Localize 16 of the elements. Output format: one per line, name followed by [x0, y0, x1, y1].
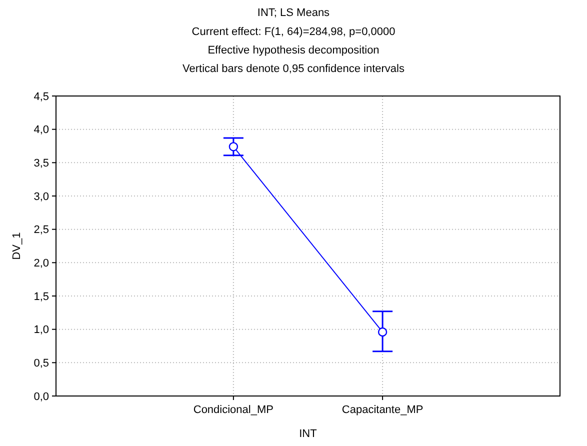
y-tick-label: 1,5 [34, 290, 49, 303]
x-axis-title: INT [299, 428, 318, 440]
y-tick-label: 0,0 [34, 390, 49, 403]
y-tick-label: 3,5 [34, 158, 49, 170]
y-tick-label: 1,0 [34, 324, 49, 336]
x-tick-label: Condicional_MP [193, 404, 274, 416]
y-tick-label: 2,5 [34, 224, 49, 236]
y-tick-label: 3,0 [34, 190, 49, 203]
chart-title: INT; LS Means [257, 7, 330, 19]
y-tick-label: 4,5 [34, 90, 49, 103]
y-tick-label: 2,0 [34, 258, 49, 270]
chart-subtitle: Current effect: F(1, 64)=284,98, p=0,0000 Effective hypothesis decomposition Vertical bars denote 0,95 confidence intervals [182, 26, 405, 75]
x-tick-label: Capacitante_MP [342, 404, 424, 416]
y-tick-label: 4,0 [34, 124, 49, 136]
y-axis-title: DV_1 [11, 232, 23, 260]
y-tick-label: 0,5 [34, 358, 49, 370]
